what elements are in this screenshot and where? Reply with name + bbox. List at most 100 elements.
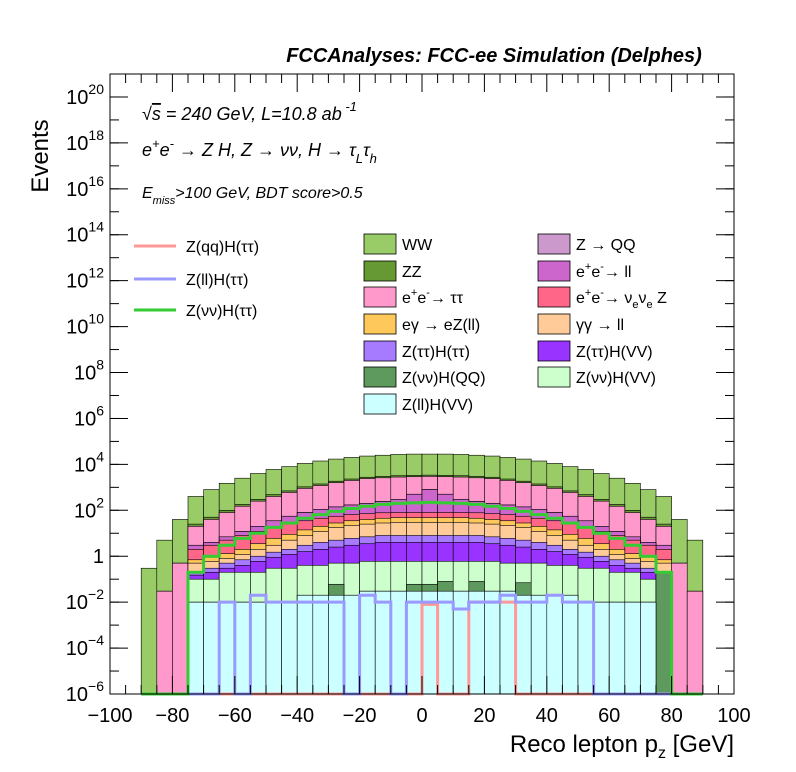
x-tick-label: 80 — [660, 705, 682, 727]
legend-swatch-egamma — [363, 313, 397, 335]
bin-z-ll-h-vv-32 — [640, 601, 657, 695]
bin-e-e-34 — [671, 562, 688, 695]
y-tick-label: 1 — [93, 546, 104, 568]
signal-z-h — [141, 500, 703, 696]
bin-z-ll-h-vv-21 — [468, 590, 485, 695]
bin-z-ll-h-vv-8 — [265, 601, 282, 695]
y-tick-label: 10−4 — [66, 632, 104, 660]
axes: −100 −80 −60 −40 −20 0 20 40 60 80 100 10−6 10−4 10−2… — [66, 73, 751, 727]
legend-swatch-znn-hvv — [537, 366, 571, 388]
y-tick-label: 106 — [74, 402, 104, 430]
legend-swatch-nunuz — [537, 286, 571, 308]
bin-z-ll-h-vv-13 — [343, 594, 360, 695]
bin-z-ll-h-vv-20 — [452, 590, 470, 695]
x-tick-label: −20 — [343, 705, 377, 727]
bin-z-ll-h-vv-16 — [390, 590, 407, 695]
legend-label-nunuz: e+e-→ νeνe Z — [576, 287, 667, 311]
bin-z-ll-h-vv-28 — [577, 601, 594, 695]
y-tick-label: 1016 — [66, 173, 104, 201]
y-tick-label: 1018 — [66, 127, 104, 155]
bin-z-ll-h-vv-9 — [281, 601, 298, 695]
annotations: √s = 240 GeV, L=10.8 ab -1 e+e- → Z H, Z… — [142, 99, 377, 207]
legend-swatch-ww — [363, 233, 397, 255]
x-tick-label: −60 — [218, 705, 252, 727]
bin-z-ll-h-vv-15 — [374, 590, 392, 695]
bin-z-ll-h-vv-22 — [484, 590, 501, 695]
y-axis-title: Events — [27, 119, 54, 192]
stacked-histogram — [140, 453, 704, 695]
legend-swatch-ztautau-hvv — [537, 340, 571, 362]
y-tick-label: 108 — [74, 357, 104, 385]
bin-z-ll-h-vv-11 — [312, 594, 329, 695]
legend-label-zll: Z(ll)H(ττ) — [186, 272, 248, 289]
bin-z-ll-h-vv-14 — [359, 590, 376, 695]
annotation-cuts: Emiss>100 GeV, BDT score>0.5 — [142, 185, 363, 207]
legend-signals: Z(qq)H(ττ) Z(ll)H(ττ) Z(νν)H(ττ) — [134, 239, 259, 320]
bin-z-ll-h-vv-3 — [187, 601, 204, 695]
x-tick-label: −80 — [155, 705, 189, 727]
annotation-process: e+e- → Z H, Z → νν, H → τLτh — [142, 136, 377, 166]
legend-swatch-tautau — [363, 286, 397, 308]
legend-swatch-eell — [537, 260, 571, 282]
legend-middle: WW ZZ e+e-→ ττ eγ → eZ(ll) Z(ττ)H(ττ) Z(… — [363, 233, 486, 415]
bin-z-ll-h-vv-18 — [421, 590, 438, 695]
legend-label-gammagamma: γγ → ll — [576, 317, 624, 334]
y-tick-label: 104 — [74, 448, 104, 476]
bin-e-e-2 — [172, 562, 189, 695]
x-tick-label: 20 — [473, 705, 495, 727]
y-tick-label: 102 — [74, 494, 104, 522]
legend-label-ztautau-hvv: Z(ττ)H(VV) — [576, 344, 653, 361]
bin-z-ll-h-vv-12 — [328, 594, 345, 695]
x-tick-label: 100 — [717, 705, 750, 727]
bin-z-ll-h-vv-23 — [499, 590, 516, 695]
bin-z-ll-h-vv-10 — [296, 594, 314, 695]
legend-label-ww: WW — [402, 237, 433, 254]
legend-swatch-zll-hvv — [363, 393, 397, 415]
x-axis-title: Reco lepton pz [GeV] — [510, 731, 734, 762]
bin-e-e-35 — [686, 590, 704, 695]
x-tick-label: 40 — [536, 705, 558, 727]
y-tick-label: 1014 — [66, 219, 104, 247]
legend-label-znn-hqq: Z(νν)H(QQ) — [402, 370, 486, 387]
legend-label-ztautau-htautau: Z(ττ)H(ττ) — [402, 344, 470, 361]
chart-title: FCCAnalyses: FCC-ee Simulation (Delphes) — [286, 45, 702, 67]
bin-z-ll-h-vv-24 — [515, 594, 532, 695]
bin-z-ll-h-vv-25 — [530, 594, 548, 695]
legend-swatch-zqq — [537, 233, 571, 255]
y-tick-label: 10−2 — [66, 586, 104, 614]
bin-e-e-1 — [156, 590, 173, 695]
x-tick-label: 0 — [416, 705, 427, 727]
legend-swatch-gammagamma — [537, 313, 571, 335]
x-tick-label: −100 — [87, 705, 132, 727]
legend-swatch-ztautau-htautau — [363, 340, 397, 362]
bin-z-ll-h-vv-17 — [406, 590, 423, 695]
legend-swatch-zz — [363, 260, 397, 282]
bin-z-ll-h-vv-19 — [437, 590, 454, 695]
legend-label-zqq: Z(qq)H(ττ) — [186, 239, 259, 256]
legend-swatch-znn-hqq — [363, 366, 397, 388]
legend-label-eell: e+e-→ ll — [576, 261, 631, 281]
y-tick-label: 1012 — [66, 265, 104, 293]
bin-z-ll-h-vv-7 — [250, 601, 267, 695]
legend-label-egamma: eγ → eZ(ll) — [402, 317, 480, 334]
bin-z-ll-h-vv-31 — [624, 601, 641, 695]
legend-label-tautau: e+e-→ ττ — [402, 287, 464, 307]
bin-z-ll-h-vv-26 — [546, 594, 563, 695]
legend-label-znn-hvv: Z(νν)H(VV) — [576, 370, 656, 387]
bin-z-ll-h-vv-29 — [593, 601, 610, 695]
legend-label-z-qq: Z → QQ — [576, 237, 636, 254]
y-tick-label: 1020 — [66, 81, 104, 109]
legend-label-zz: ZZ — [402, 264, 422, 281]
bin-z-ll-h-vv-4 — [203, 601, 220, 695]
y-tick-label: 10−6 — [66, 678, 104, 706]
legend-right: Z → QQ e+e-→ ll e+e-→ νeνe Z γγ → ll Z(τ… — [537, 233, 667, 388]
bin-z-ll-h-vv-5 — [218, 601, 236, 695]
x-tick-label: 60 — [598, 705, 620, 727]
bin-z-h-qq-33 — [655, 571, 672, 695]
bin-z-ll-h-vv-27 — [562, 594, 579, 695]
bin-z-ll-h-vv-30 — [608, 601, 626, 695]
legend-label-znn: Z(νν)H(ττ) — [186, 303, 257, 320]
legend-label-zll-hvv: Z(ll)H(VV) — [402, 397, 473, 414]
annotation-energy: √s = 240 GeV, L=10.8 ab -1 — [142, 99, 357, 124]
